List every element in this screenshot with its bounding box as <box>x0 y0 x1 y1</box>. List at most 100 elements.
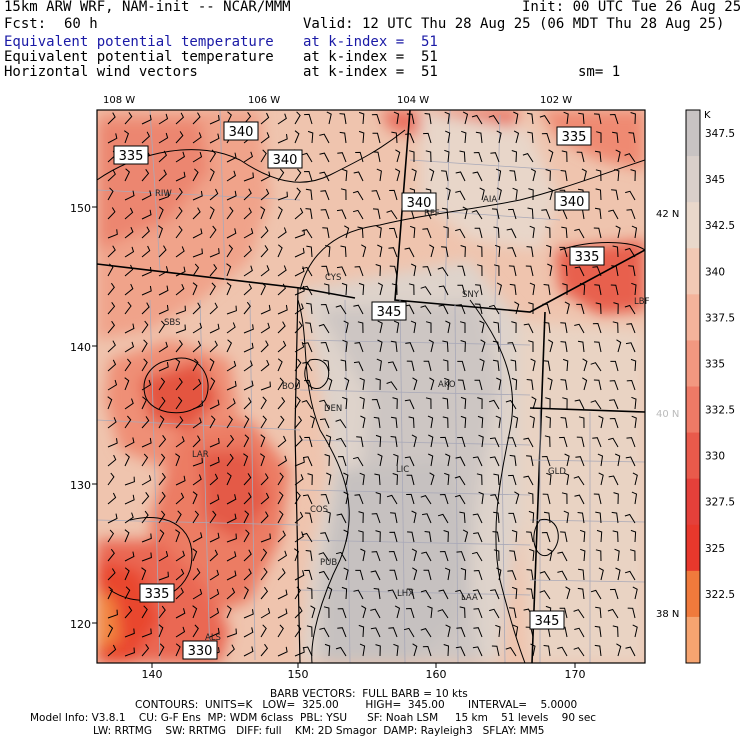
wind-barb <box>294 303 304 315</box>
wind-barb <box>192 568 201 581</box>
wind-barb <box>542 303 551 315</box>
wind-barb <box>141 339 148 353</box>
wind-barb <box>209 532 220 543</box>
wind-barb <box>496 282 502 296</box>
wind-barb <box>294 531 304 543</box>
wind-barb <box>343 567 349 581</box>
theta-e-contours <box>97 129 645 663</box>
wind-barb <box>226 570 237 581</box>
x-tick-label: 170 <box>565 668 586 681</box>
colorbar-swatch <box>686 432 700 480</box>
wind-barb <box>306 625 313 638</box>
wind-barb <box>424 531 432 543</box>
wind-barb <box>209 323 220 334</box>
wind-barb <box>593 493 602 505</box>
wind-barb <box>175 206 183 220</box>
wind-barb <box>141 169 150 182</box>
wind-barb <box>107 454 117 467</box>
colorbar-tick-label: 322.5 <box>705 589 735 601</box>
wind-barb <box>439 493 449 505</box>
wind-barb <box>344 377 350 391</box>
contour-label: 335 <box>113 145 149 165</box>
wind-barb <box>461 130 467 144</box>
wind-barb <box>595 188 602 201</box>
wind-barb <box>327 586 333 600</box>
wind-barb <box>478 434 484 448</box>
wind-barb <box>277 415 285 429</box>
wind-barb <box>277 530 286 543</box>
wind-barb <box>323 606 330 619</box>
wind-barb <box>342 339 348 353</box>
wind-barb <box>301 532 313 543</box>
wind-barb <box>320 190 330 201</box>
wind-barb <box>226 190 237 201</box>
wind-barb <box>337 627 347 638</box>
wind-barb <box>495 415 501 429</box>
wind-barb <box>615 567 621 581</box>
wind-barb <box>473 151 483 163</box>
wind-barb <box>626 209 636 220</box>
station-label: BFF <box>424 209 440 219</box>
wind-barb <box>342 396 348 410</box>
wind-barb <box>624 513 636 524</box>
wind-barb <box>578 568 585 581</box>
wind-barb <box>472 646 483 657</box>
wind-barb <box>158 510 166 524</box>
wind-barb <box>406 474 415 486</box>
contour-legend: CONTOURS: UNITS=K LOW= 325.00 HIGH= 345.… <box>135 699 578 711</box>
wind-barb <box>377 339 383 353</box>
wind-barb <box>124 246 135 258</box>
colorbar-swatch <box>686 570 700 618</box>
wind-barb <box>577 512 585 524</box>
wind-barb <box>294 548 299 562</box>
wind-barb <box>361 244 367 258</box>
wind-barb <box>306 587 313 600</box>
wind-barb <box>158 571 169 581</box>
wind-barb <box>376 225 382 239</box>
wind-barb <box>336 266 347 277</box>
wind-barb <box>294 570 305 581</box>
wind-barb <box>438 285 449 296</box>
wind-barb <box>107 245 116 258</box>
wind-barb <box>405 133 415 144</box>
wind-barb <box>307 130 314 144</box>
wind-barb <box>372 208 381 220</box>
lat-label: 42 N <box>656 209 679 220</box>
wind-barb <box>336 513 347 524</box>
wind-barb <box>624 153 636 163</box>
wind-barb <box>141 302 150 315</box>
wind-barb <box>243 228 254 239</box>
wind-barb <box>192 474 202 486</box>
wind-barb <box>528 510 535 524</box>
wind-barb <box>513 130 520 144</box>
smoothing-label: sm= 1 <box>578 64 621 80</box>
wind-barb <box>294 377 301 391</box>
wind-barb <box>107 438 118 448</box>
wind-barb <box>444 377 450 391</box>
wind-barb <box>243 492 252 505</box>
colorbar-swatch <box>686 156 700 203</box>
wind-barb <box>192 132 202 144</box>
colorbar-tick-label: 327.5 <box>705 497 735 509</box>
wind-barb <box>411 510 417 524</box>
wind-barb <box>609 588 619 600</box>
wind-barb <box>243 151 253 163</box>
wind-barb <box>175 492 185 505</box>
wind-barb <box>511 150 518 163</box>
wind-barb <box>226 587 236 600</box>
wind-barb <box>443 644 450 657</box>
wind-barb <box>371 551 381 562</box>
wind-barb <box>422 228 432 239</box>
wind-barb <box>425 321 432 333</box>
wind-barb <box>341 586 348 600</box>
wind-barb <box>192 282 198 296</box>
wind-barb <box>496 567 502 581</box>
station-label: ALS <box>205 633 221 643</box>
colorbar-swatch <box>686 248 700 295</box>
wind-barb <box>107 207 116 220</box>
wind-barb <box>124 168 131 182</box>
wind-barb <box>342 168 348 182</box>
contour-label: 345 <box>529 610 565 630</box>
wind-barb <box>341 282 348 296</box>
wind-barb <box>141 226 150 239</box>
